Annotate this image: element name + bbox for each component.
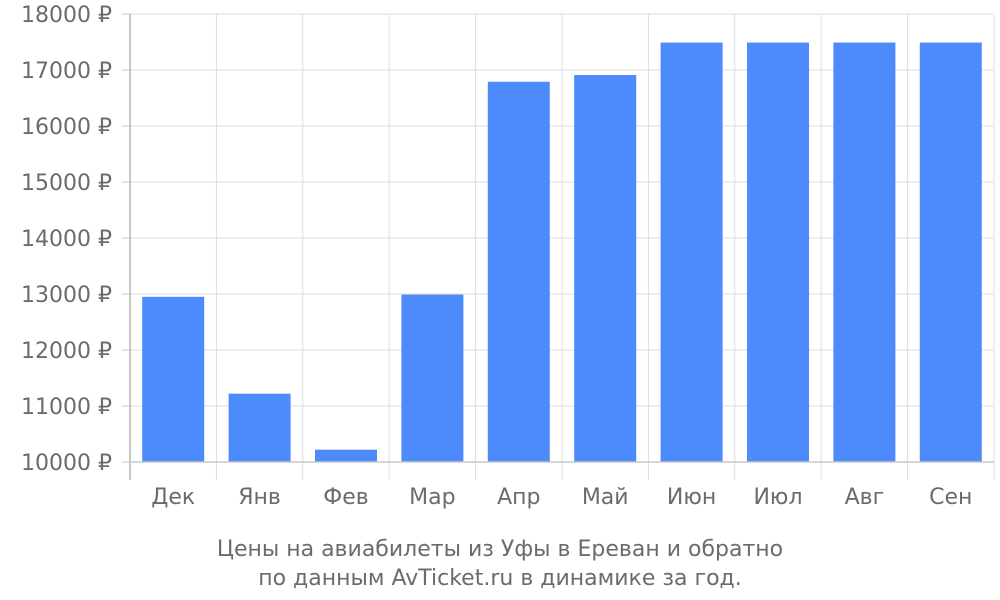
bars (142, 42, 982, 463)
y-tick-label: 10000 ₽ (21, 451, 112, 476)
chart-caption-line-1: Цены на авиабилеты из Уфы в Ереван и обр… (217, 537, 783, 562)
axes (122, 13, 994, 480)
x-tick-label: Сен (929, 485, 972, 510)
y-tick-label: 15000 ₽ (21, 171, 112, 196)
y-tick-label: 17000 ₽ (21, 59, 112, 84)
y-tick-label: 14000 ₽ (21, 227, 112, 252)
bar-7 (747, 42, 809, 463)
bar-1 (228, 393, 291, 462)
bar-3 (401, 294, 464, 462)
x-tick-label: Мар (409, 485, 455, 510)
x-tick-label: Фев (323, 485, 368, 510)
chart-caption-line-2: по данным AvTicket.ru в динамике за год. (258, 566, 742, 591)
y-tick-label: 16000 ₽ (21, 115, 112, 140)
x-axis-tick-labels: Дек Янв Фев Мар Апр Май Июн Июл Авг Сен (151, 485, 972, 510)
x-tick-label: Дек (151, 485, 195, 510)
x-tick-label: Янв (238, 485, 281, 510)
x-tick-label: Авг (845, 485, 885, 510)
y-tick-label: 13000 ₽ (21, 283, 112, 308)
y-tick-label: 12000 ₽ (21, 339, 112, 364)
x-tick-label: Июн (667, 485, 716, 510)
x-tick-label: Июл (753, 485, 802, 510)
x-tick-label: Апр (497, 485, 540, 510)
bar-0 (142, 296, 205, 462)
bar-6 (660, 42, 723, 463)
grid (130, 13, 995, 480)
bar-5 (574, 75, 637, 462)
bar-9 (919, 42, 982, 463)
x-tick-label: Май (582, 485, 629, 510)
y-tick-label: 18000 ₽ (21, 3, 112, 28)
bar-2 (315, 449, 377, 462)
bar-4 (487, 81, 550, 462)
bar-8 (833, 42, 896, 463)
y-tick-label: 11000 ₽ (21, 395, 112, 420)
y-axis-tick-labels: 10000 ₽ 11000 ₽ 12000 ₽ 13000 ₽ 14000 ₽ 15000… (21, 3, 112, 476)
